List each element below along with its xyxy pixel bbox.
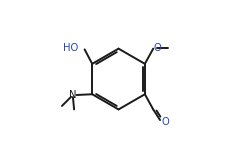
Text: O: O	[154, 43, 162, 53]
Text: O: O	[161, 117, 169, 127]
Text: HO: HO	[63, 43, 79, 53]
Text: N: N	[69, 90, 76, 100]
